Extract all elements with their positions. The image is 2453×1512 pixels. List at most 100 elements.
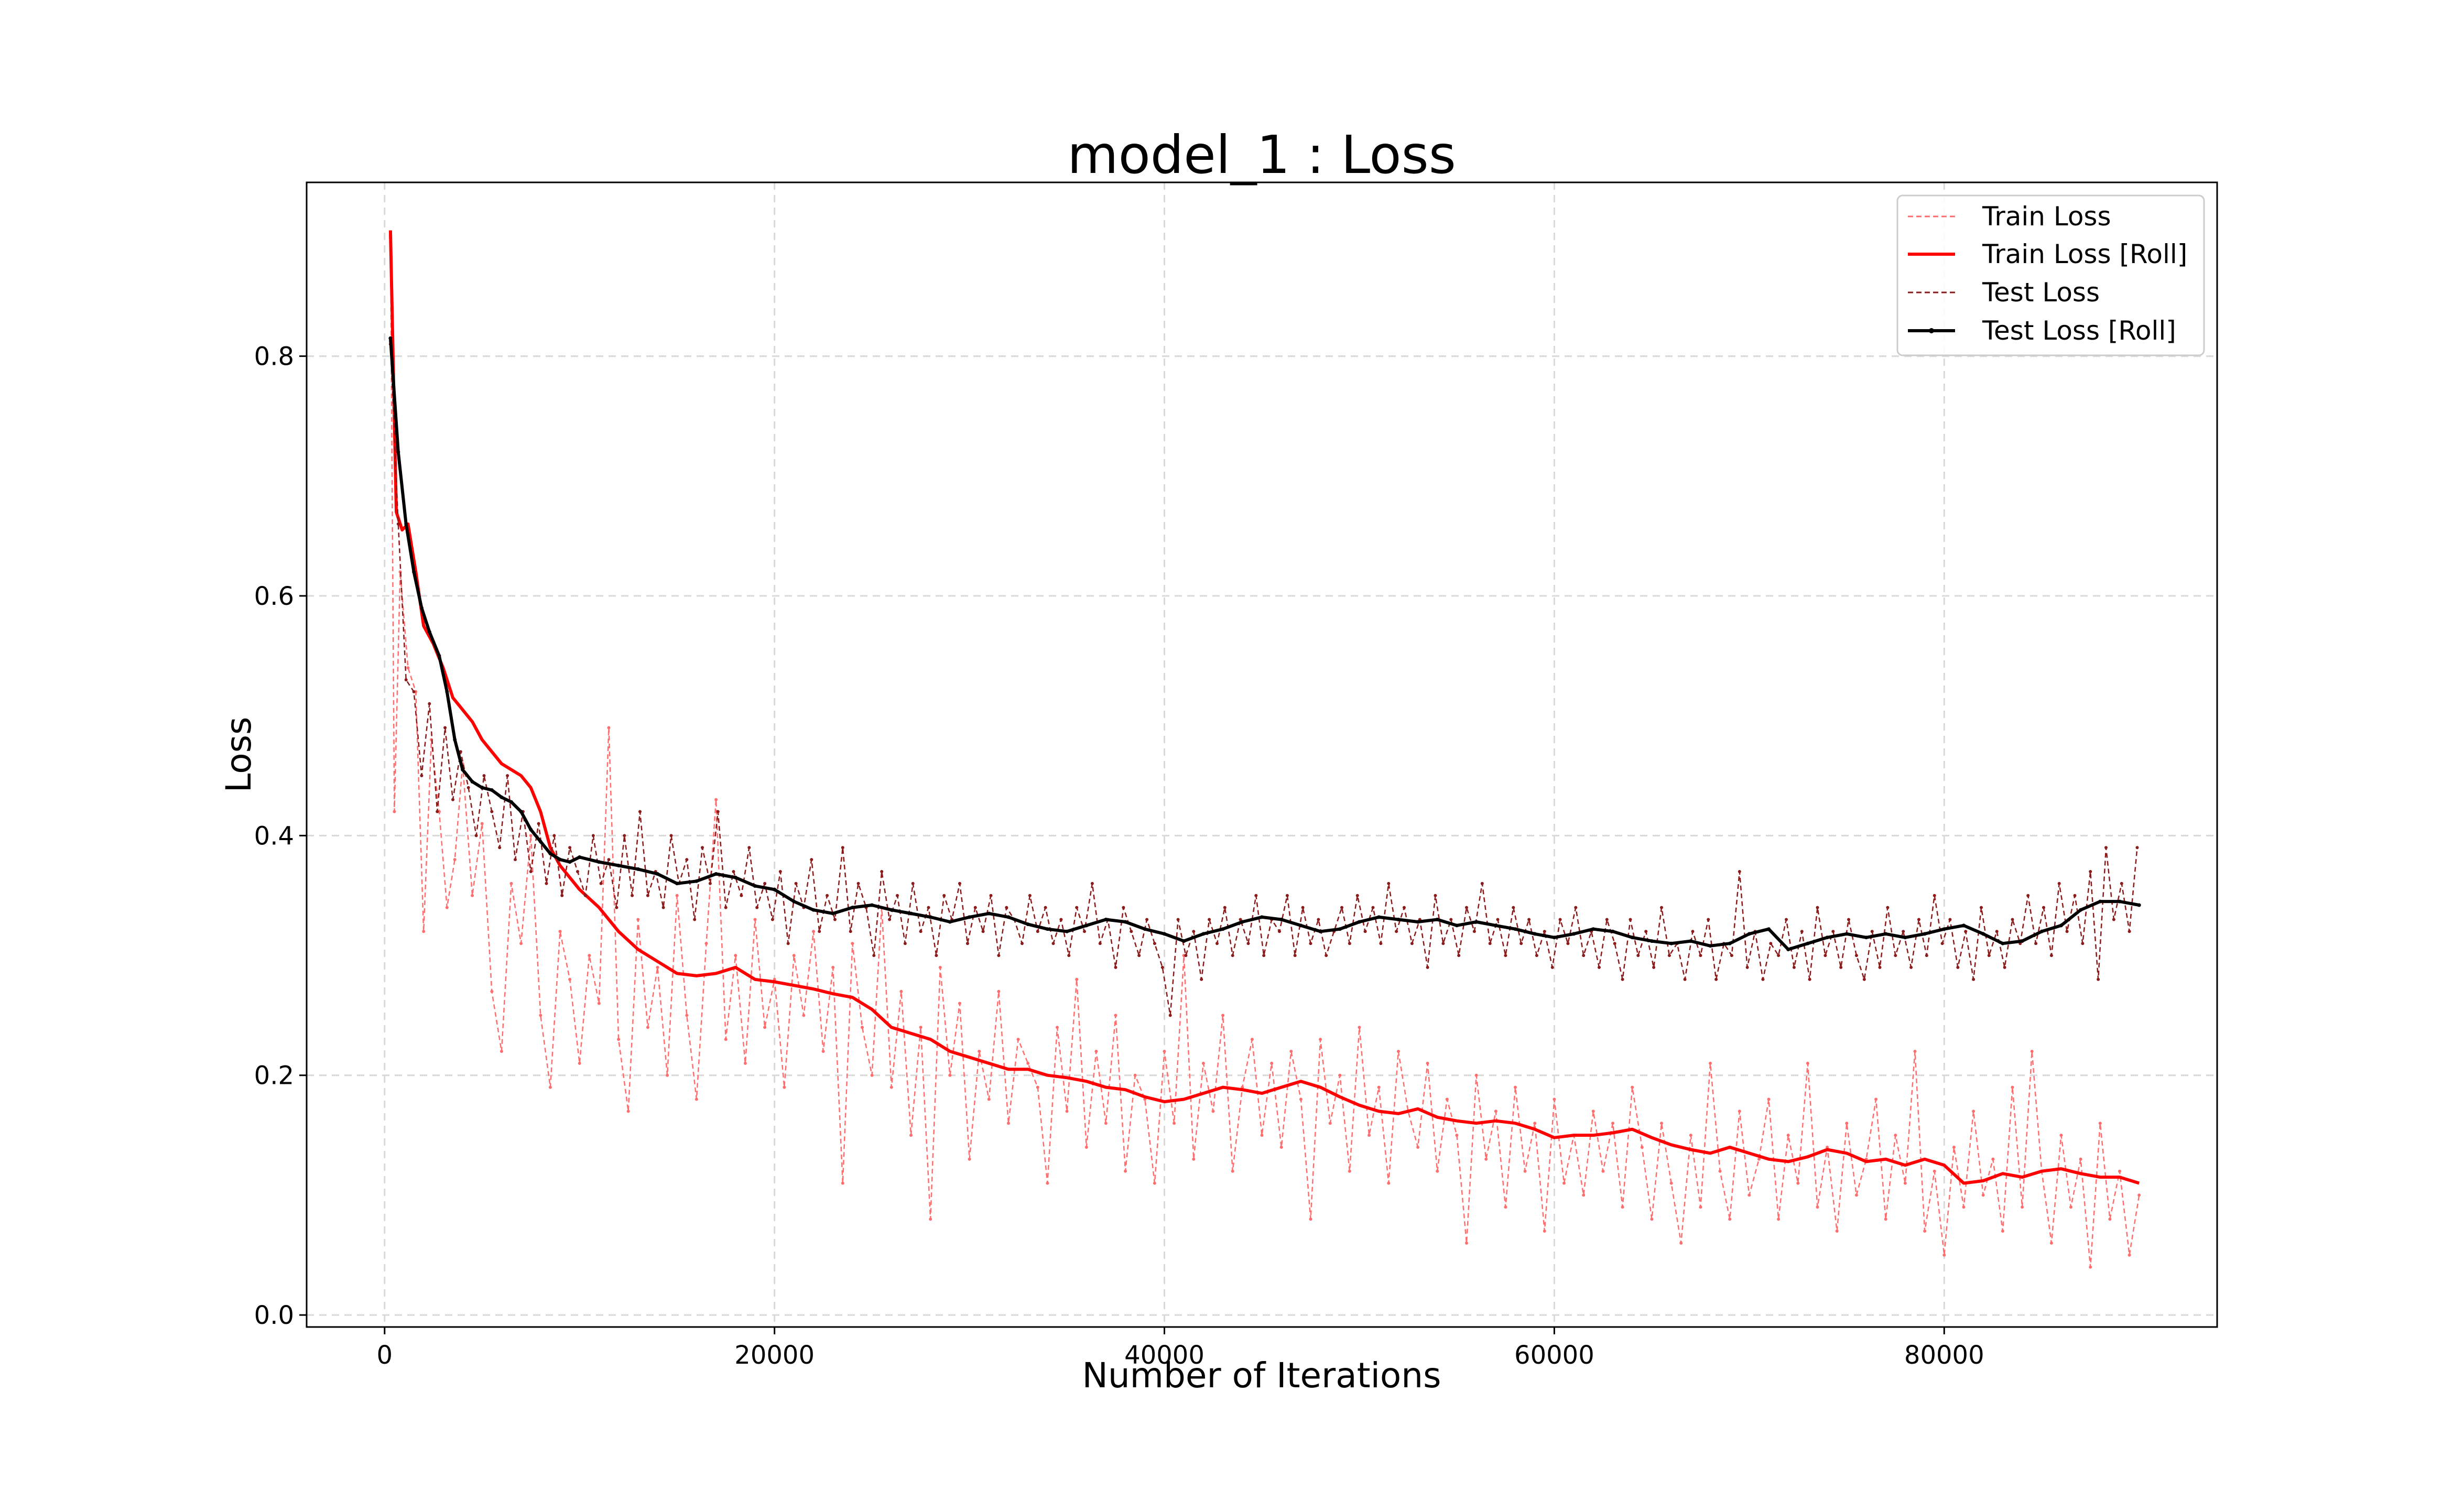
data-point-test-loss-82 — [1028, 894, 1032, 897]
data-point-test-loss-159 — [1629, 918, 1632, 921]
data-point-test-loss-roll-83 — [1786, 948, 1790, 952]
data-point-train-loss-34 — [694, 1097, 698, 1101]
data-point-train-loss-65 — [997, 989, 1001, 993]
data-point-test-loss-147 — [1535, 954, 1538, 958]
data-point-test-loss-42 — [716, 810, 720, 813]
data-point-train-loss-132 — [1650, 1217, 1654, 1221]
data-point-test-loss-184 — [1824, 954, 1827, 958]
data-point-test-loss-roll-71 — [1552, 936, 1556, 940]
data-point-train-loss-89 — [1231, 1169, 1234, 1173]
data-point-test-loss-180 — [1792, 965, 1796, 969]
data-point-train-loss-149 — [1816, 1205, 1819, 1209]
legend-entry-train-loss-roll: Train Loss [Roll] — [1908, 239, 2187, 269]
data-point-test-loss-roll-87 — [1864, 936, 1868, 940]
data-point-test-loss-roll-23 — [616, 864, 621, 867]
data-point-train-loss-39 — [743, 1061, 747, 1065]
data-point-test-loss-162 — [1652, 965, 1656, 969]
data-point-train-loss-169 — [2011, 1085, 2014, 1089]
data-point-test-loss-95 — [1130, 930, 1133, 933]
data-point-test-loss-roll-100 — [2118, 899, 2122, 904]
data-point-test-loss-roll-51 — [1163, 932, 1166, 936]
data-point-test-loss-15 — [506, 774, 509, 777]
data-point-test-loss-137 — [1457, 954, 1461, 958]
data-point-train-loss-121 — [1543, 1230, 1546, 1233]
data-point-train-loss-37 — [724, 1038, 728, 1041]
data-point-test-loss-2 — [404, 678, 408, 682]
data-point-test-loss-roll-48 — [1104, 918, 1108, 921]
data-point-train-loss-87 — [1211, 1109, 1215, 1113]
data-point-test-loss-160 — [1636, 954, 1640, 958]
data-point-test-loss-58 — [841, 846, 844, 850]
data-point-train-loss-55 — [899, 989, 903, 993]
data-point-test-loss-roll-58 — [1299, 923, 1303, 928]
data-point-test-loss-roll-15 — [519, 810, 523, 814]
data-point-test-loss-116 — [1293, 954, 1297, 958]
data-point-train-loss-106 — [1396, 1050, 1400, 1053]
data-point-test-loss-48 — [763, 882, 767, 885]
data-point-test-loss-roll-60 — [1338, 927, 1342, 931]
data-point-train-loss-156 — [1884, 1217, 1887, 1221]
data-point-train-loss-73 — [1075, 977, 1079, 981]
data-point-test-loss-122 — [1340, 906, 1343, 909]
data-point-test-loss-roll-28 — [714, 872, 718, 876]
x-tick-label-0: 0 — [377, 1341, 393, 1370]
data-point-test-loss-36 — [669, 834, 673, 837]
data-point-test-loss-49 — [770, 918, 774, 921]
data-point-test-loss-44 — [732, 870, 735, 873]
data-point-test-loss-219 — [2097, 977, 2100, 981]
data-point-train-loss-153 — [1854, 1193, 1858, 1197]
data-point-test-loss-roll-81 — [1747, 932, 1751, 936]
series-train-loss-roll — [388, 230, 2140, 1185]
data-point-test-loss-185 — [1831, 930, 1835, 933]
data-point-test-loss-roll-77 — [1669, 941, 1674, 945]
data-point-test-loss-7 — [443, 726, 447, 730]
data-point-test-loss-41 — [708, 882, 712, 885]
data-point-test-loss-100 — [1168, 1014, 1172, 1017]
data-point-test-loss-roll-46 — [1065, 929, 1069, 933]
data-point-test-loss-73 — [958, 882, 961, 885]
data-point-test-loss-74 — [965, 942, 969, 945]
data-point-test-loss-210 — [2026, 894, 2030, 897]
data-point-train-loss-57 — [919, 1026, 922, 1029]
data-point-test-loss-223 — [2128, 930, 2131, 933]
data-point-train-loss-40 — [753, 918, 757, 921]
data-point-train-loss-17 — [529, 834, 533, 837]
data-point-train-loss-151 — [1835, 1230, 1839, 1233]
data-point-test-loss-roll-49 — [1123, 920, 1127, 924]
data-point-test-loss-55 — [818, 930, 821, 933]
series-layer — [388, 230, 2141, 1269]
data-point-train-loss-48 — [831, 965, 835, 969]
data-point-train-loss-133 — [1660, 1122, 1663, 1125]
data-point-train-loss-130 — [1631, 1085, 1634, 1089]
data-point-train-loss-181 — [2128, 1253, 2131, 1257]
data-point-train-loss-66 — [1007, 1122, 1010, 1125]
data-point-test-loss-roll-17 — [538, 840, 542, 844]
data-point-test-loss-1 — [396, 522, 400, 526]
data-point-train-loss-67 — [1016, 1038, 1020, 1041]
data-point-test-loss-51 — [786, 942, 790, 945]
data-point-train-loss-59 — [938, 965, 942, 969]
legend-label-train-loss: Train Loss — [1982, 201, 2111, 232]
data-point-train-loss-137 — [1699, 1205, 1702, 1209]
data-point-test-loss-157 — [1613, 942, 1616, 945]
data-point-train-loss-12 — [480, 822, 484, 825]
data-point-test-loss-25 — [583, 894, 587, 897]
data-point-test-loss-roll-31 — [773, 887, 777, 891]
data-point-test-loss-220 — [2104, 846, 2108, 850]
data-point-train-loss-123 — [1562, 1181, 1566, 1185]
data-point-train-loss-98 — [1319, 1038, 1322, 1041]
legend-entry-test-loss-roll: Test Loss [Roll] — [1908, 316, 2176, 346]
data-point-test-loss-173 — [1738, 870, 1741, 873]
legend-label-test-loss-roll: Test Loss [Roll] — [1982, 316, 2176, 346]
data-point-test-loss-191 — [1878, 965, 1882, 969]
data-point-train-loss-114 — [1474, 1073, 1478, 1077]
data-point-train-loss-54 — [889, 1085, 893, 1089]
data-point-test-loss-112 — [1262, 954, 1266, 958]
data-point-train-loss-46 — [812, 930, 815, 933]
data-point-test-loss-roll-78 — [1689, 939, 1693, 943]
data-point-test-loss-127 — [1379, 942, 1383, 945]
data-point-test-loss-188 — [1854, 954, 1858, 958]
legend: Train Loss Train Loss [Roll] Test Loss T… — [1896, 194, 2205, 356]
data-point-test-loss-roll-10 — [470, 780, 474, 784]
data-point-test-loss-60 — [856, 882, 860, 885]
